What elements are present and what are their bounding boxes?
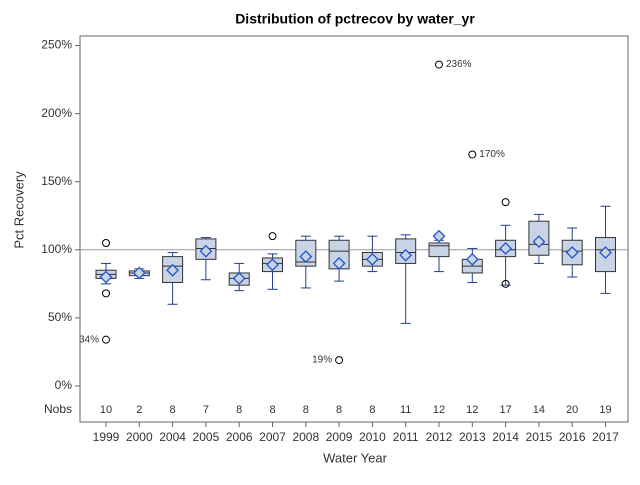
outlier-label: 19% xyxy=(312,355,332,366)
mean-marker xyxy=(199,244,213,258)
x-tick-label: 2017 xyxy=(592,430,619,444)
mean-marker xyxy=(232,271,246,285)
x-tick-label: 2005 xyxy=(193,430,220,444)
mean-marker xyxy=(299,250,313,264)
nobs-value: 12 xyxy=(466,404,478,416)
y-axis-title: Pct Recovery xyxy=(11,171,26,249)
nobs-value: 20 xyxy=(566,404,578,416)
x-tick-label: 2015 xyxy=(526,430,553,444)
outlier xyxy=(468,150,477,159)
nobs-value: 12 xyxy=(433,404,445,416)
plot-area: 34% 19% 236% 170% xyxy=(79,59,628,366)
x-tick-label: 2011 xyxy=(393,430,419,444)
y-tick-label: 100% xyxy=(41,242,72,256)
nobs-value: 17 xyxy=(499,404,511,416)
nobs-value: 8 xyxy=(269,404,275,416)
mean-marker xyxy=(599,246,612,259)
mean-marker xyxy=(365,252,379,266)
mean-marker xyxy=(166,263,180,277)
outlier xyxy=(435,60,443,69)
mean-marker xyxy=(99,270,113,284)
x-tick-label: 2013 xyxy=(459,430,486,444)
x-tick-label: 2014 xyxy=(492,430,519,444)
x-tick-label: 2010 xyxy=(359,430,386,444)
nobs-value: 10 xyxy=(100,404,112,416)
outlier-label: 236% xyxy=(446,59,472,70)
nobs-value: 14 xyxy=(533,404,545,416)
outlier xyxy=(335,356,344,365)
box xyxy=(428,242,450,258)
nobs-value: 8 xyxy=(336,404,342,416)
mean-marker xyxy=(266,258,279,272)
mean-marker xyxy=(532,235,546,249)
y-tick-label: 0% xyxy=(55,378,73,392)
y-tick-label: 50% xyxy=(48,310,72,324)
nobs-value: 19 xyxy=(599,404,611,416)
outlier xyxy=(501,198,510,207)
mean-marker xyxy=(332,257,346,270)
x-tick-label: 2009 xyxy=(326,430,353,444)
nobs-value: 8 xyxy=(303,404,309,416)
outlier xyxy=(268,232,277,241)
nobs-value: 8 xyxy=(369,404,375,416)
outlier-label: 170% xyxy=(479,149,505,160)
x-tick-label: 2007 xyxy=(259,430,286,444)
mean-marker xyxy=(499,242,513,255)
nobs-label: Nobs xyxy=(44,402,72,416)
x-tick-label: 2000 xyxy=(126,430,153,444)
x-tick-label: 1999 xyxy=(93,430,120,444)
nobs-value: 7 xyxy=(203,404,209,416)
outlier xyxy=(102,335,110,344)
outlier xyxy=(501,279,510,288)
y-tick-label: 250% xyxy=(41,38,72,52)
mean-marker xyxy=(465,252,479,266)
mean-marker xyxy=(399,248,413,262)
mean-marker xyxy=(432,229,446,243)
outlier xyxy=(102,238,110,247)
outlier-label: 34% xyxy=(79,334,99,345)
chart-title: Distribution of pctrecov by water_yr xyxy=(235,11,475,27)
mean-marker xyxy=(565,246,579,259)
nobs-value: 2 xyxy=(136,404,142,416)
x-tick-label: 2004 xyxy=(159,430,186,444)
x-tick-label: 2012 xyxy=(426,430,453,444)
plot-frame xyxy=(79,35,629,423)
nobs-value: 8 xyxy=(236,404,242,416)
nobs-value: 11 xyxy=(400,404,411,416)
mean-marker xyxy=(132,266,146,280)
nobs-value: 8 xyxy=(170,404,176,416)
x-tick-label: 2016 xyxy=(559,430,586,444)
y-tick-label: 150% xyxy=(41,174,72,188)
y-tick-label: 200% xyxy=(41,106,72,120)
x-tick-label: 2008 xyxy=(292,430,319,444)
x-tick-label: 2006 xyxy=(226,430,253,444)
x-axis-title: Water Year xyxy=(323,450,388,465)
outlier xyxy=(102,289,110,298)
